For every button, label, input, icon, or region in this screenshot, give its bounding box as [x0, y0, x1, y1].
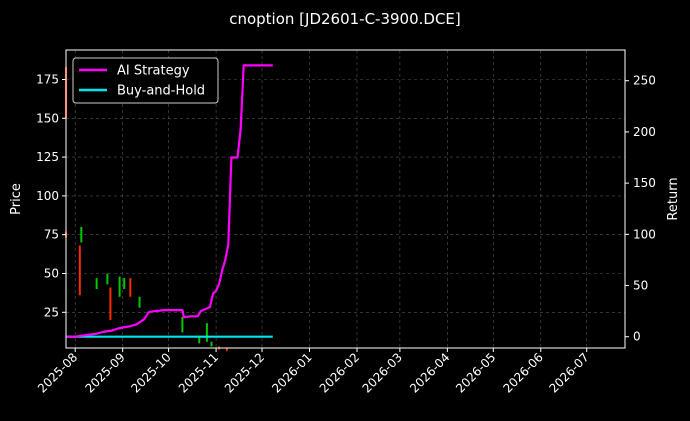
left-tick-label: 75 [44, 228, 59, 242]
candlestick [205, 323, 208, 342]
legend-box [72, 57, 219, 104]
left-tick-label: 50 [44, 267, 59, 281]
right-tick-label: 100 [633, 227, 656, 241]
candlestick [138, 296, 141, 308]
candlestick [95, 278, 98, 290]
right-tick-label: 50 [633, 279, 648, 293]
candlestick [181, 316, 184, 333]
plot-frame [65, 49, 626, 349]
candlestick [198, 335, 201, 344]
right-tick-label: 250 [633, 74, 656, 88]
series-lines [66, 64, 273, 338]
candlestick [210, 341, 213, 347]
right-tick-label: 200 [633, 125, 656, 139]
legend: AI Strategy Buy-and-Hold [72, 57, 219, 104]
left-tick-label: 150 [36, 111, 59, 125]
left-tick-label: 175 [36, 72, 59, 86]
candlestick [129, 278, 132, 297]
left-axis-ticks: 25 50 75 100 125 150 175 [36, 72, 66, 319]
candlestick [118, 276, 121, 297]
right-tick-label: 0 [633, 330, 641, 344]
candlestick [80, 226, 83, 243]
right-axis-ticks: 0 50 100 150 200 250 [625, 74, 656, 344]
left-tick-label: 100 [36, 189, 59, 203]
legend-label-buy-and-hold: Buy-and-Hold [117, 84, 205, 99]
left-tick-label: 125 [36, 150, 59, 164]
y-axis-label-left: Price [9, 183, 24, 215]
left-tick-label: 25 [44, 305, 59, 319]
candlestick [106, 273, 109, 285]
candlestick [225, 348, 228, 352]
right-tick-label: 150 [633, 176, 656, 190]
chart-title: cnoption [JD2601-C-3900.DCE] [229, 10, 461, 28]
candlestick [78, 245, 81, 296]
legend-label-ai-strategy: AI Strategy [117, 64, 190, 79]
candlestick [123, 278, 126, 290]
y-axis-label-right: Return [666, 177, 681, 220]
series-line-ai-strategy [66, 64, 273, 338]
candlestick [109, 287, 112, 321]
